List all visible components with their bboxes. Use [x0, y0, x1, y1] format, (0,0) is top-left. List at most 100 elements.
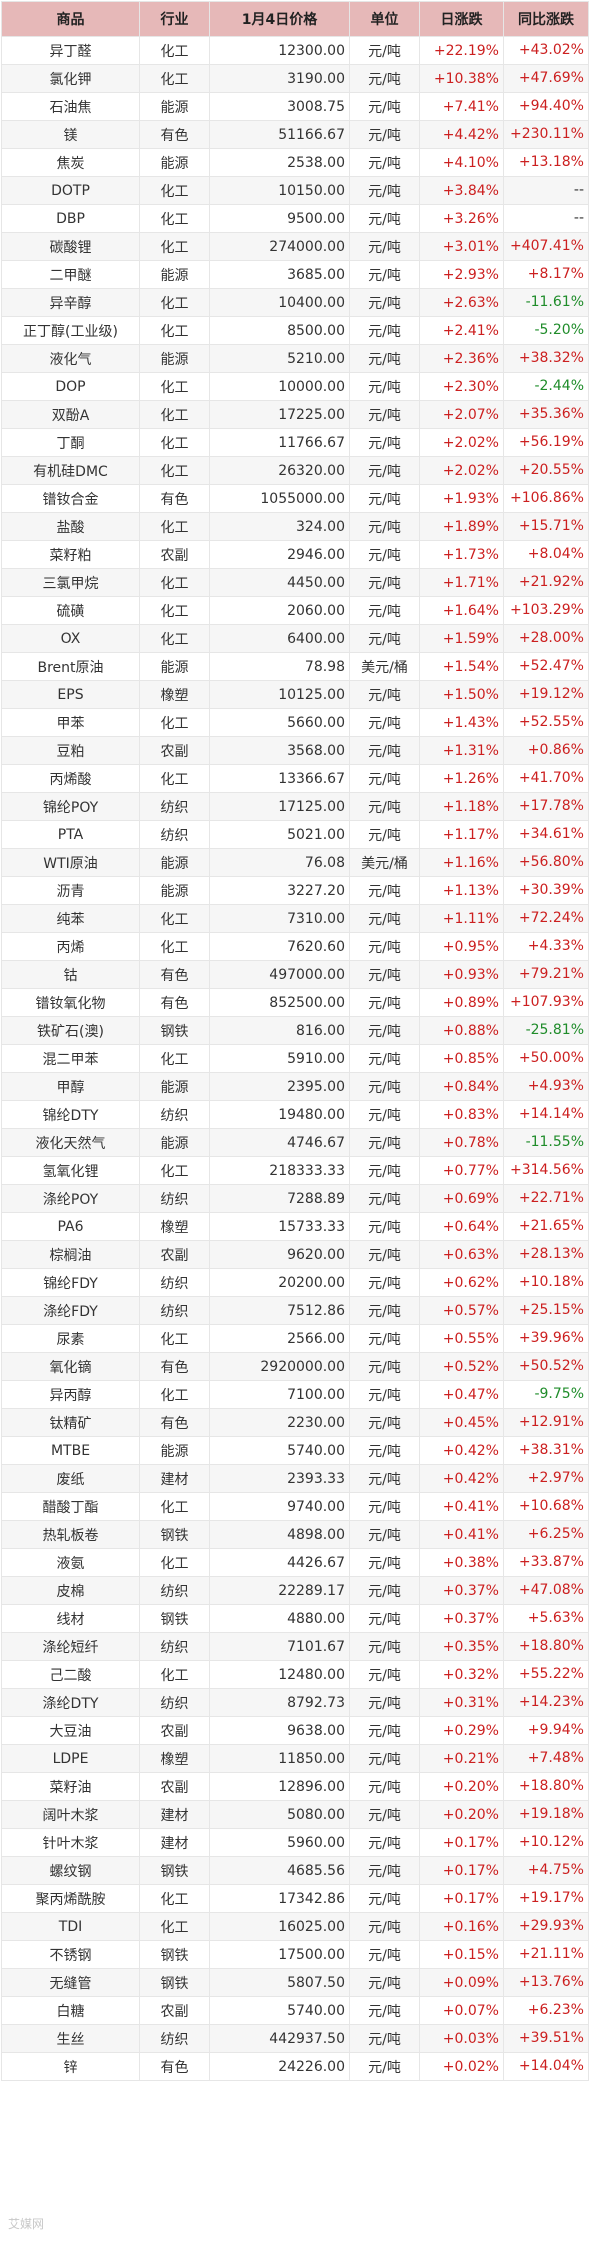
unit-cell: 元/吨 [349, 204, 420, 233]
header-industry: 行业 [139, 1, 210, 37]
industry-cell: 化工 [139, 1156, 210, 1185]
price-cell: 218333.33 [209, 1156, 350, 1185]
price-cell: 12480.00 [209, 1660, 350, 1689]
yoy-change-cell: +29.93% [503, 1912, 589, 1941]
table-row: 盐酸 化工 324.00 元/吨 +1.89% +15.71% [1, 512, 589, 541]
industry-cell: 化工 [139, 1884, 210, 1913]
yoy-change-cell: +39.96% [503, 1324, 589, 1353]
commodity-cell: 聚丙烯酰胺 [1, 1884, 140, 1913]
table-row: 锦纶POY 纺织 17125.00 元/吨 +1.18% +17.78% [1, 792, 589, 821]
unit-cell: 元/吨 [349, 260, 420, 289]
unit-cell: 元/吨 [349, 1604, 420, 1633]
industry-cell: 钢铁 [139, 1940, 210, 1969]
price-cell: 17342.86 [209, 1884, 350, 1913]
table-row: 锦纶FDY 纺织 20200.00 元/吨 +0.62% +10.18% [1, 1268, 589, 1297]
commodity-cell: 焦炭 [1, 148, 140, 177]
industry-cell: 能源 [139, 260, 210, 289]
yoy-change-cell: +0.86% [503, 736, 589, 765]
price-cell: 9638.00 [209, 1716, 350, 1745]
price-cell: 13366.67 [209, 764, 350, 793]
table-row: 异辛醇 化工 10400.00 元/吨 +2.63% -11.61% [1, 288, 589, 317]
yoy-change-cell: +4.75% [503, 1856, 589, 1885]
price-cell: 7620.60 [209, 932, 350, 961]
commodity-cell: 阔叶木浆 [1, 1800, 140, 1829]
daily-change-cell: +2.02% [419, 428, 504, 457]
table-row: 无缝管 钢铁 5807.50 元/吨 +0.09% +13.76% [1, 1968, 589, 1997]
unit-cell: 元/吨 [349, 1576, 420, 1605]
commodity-cell: 氯化钾 [1, 64, 140, 93]
unit-cell: 元/吨 [349, 1296, 420, 1325]
daily-change-cell: +3.26% [419, 204, 504, 233]
table-row: DBP 化工 9500.00 元/吨 +3.26% -- [1, 204, 589, 233]
price-cell: 7512.86 [209, 1296, 350, 1325]
daily-change-cell: +0.88% [419, 1016, 504, 1045]
industry-cell: 化工 [139, 428, 210, 457]
industry-cell: 有色 [139, 988, 210, 1017]
table-row: 碳酸锂 化工 274000.00 元/吨 +3.01% +407.41% [1, 232, 589, 261]
industry-cell: 纺织 [139, 2024, 210, 2053]
table-row: PTA 纺织 5021.00 元/吨 +1.17% +34.61% [1, 820, 589, 849]
commodity-cell: 不锈钢 [1, 1940, 140, 1969]
daily-change-cell: +0.55% [419, 1324, 504, 1353]
yoy-change-cell: +28.13% [503, 1240, 589, 1269]
commodity-cell: 锦纶FDY [1, 1268, 140, 1297]
price-cell: 10000.00 [209, 372, 350, 401]
unit-cell: 元/吨 [349, 1492, 420, 1521]
industry-cell: 化工 [139, 1380, 210, 1409]
unit-cell: 元/吨 [349, 1772, 420, 1801]
price-cell: 7288.89 [209, 1184, 350, 1213]
commodity-cell: 氢氧化锂 [1, 1156, 140, 1185]
commodity-cell: DOTP [1, 176, 140, 205]
commodity-cell: 液氨 [1, 1548, 140, 1577]
yoy-change-cell: +56.80% [503, 848, 589, 877]
table-row: 镁有色 51166.67 元/吨 +4.42% +230.11% [1, 120, 589, 149]
commodity-cell: 镨钕氧化物 [1, 988, 140, 1017]
yoy-change-cell: +407.41% [503, 232, 589, 261]
unit-cell: 元/吨 [349, 36, 420, 65]
yoy-change-cell: +103.29% [503, 596, 589, 625]
industry-cell: 能源 [139, 1128, 210, 1157]
table-row: 涤纶DTY 纺织 8792.73 元/吨 +0.31% +14.23% [1, 1688, 589, 1717]
table-row: 涤纶短纤 纺织 7101.67 元/吨 +0.35% +18.80% [1, 1632, 589, 1661]
unit-cell: 元/吨 [349, 680, 420, 709]
price-cell: 3568.00 [209, 736, 350, 765]
commodity-cell: 醋酸丁酯 [1, 1492, 140, 1521]
unit-cell: 元/吨 [349, 1716, 420, 1745]
unit-cell: 元/吨 [349, 428, 420, 457]
price-cell: 4746.67 [209, 1128, 350, 1157]
table-row: 液化天然气 能源 4746.67 元/吨 +0.78% -11.55% [1, 1128, 589, 1157]
yoy-change-cell: -2.44% [503, 372, 589, 401]
yoy-change-cell: +25.15% [503, 1296, 589, 1325]
daily-change-cell: +2.93% [419, 260, 504, 289]
price-cell: 7100.00 [209, 1380, 350, 1409]
table-row: 菜籽粕 农副 2946.00 元/吨 +1.73% +8.04% [1, 540, 589, 569]
daily-change-cell: +4.42% [419, 120, 504, 149]
daily-change-cell: +0.93% [419, 960, 504, 989]
daily-change-cell: +0.69% [419, 1184, 504, 1213]
price-cell: 11850.00 [209, 1744, 350, 1773]
industry-cell: 纺织 [139, 1268, 210, 1297]
price-cell: 5740.00 [209, 1996, 350, 2025]
table-row: 沥青 能源 3227.20 元/吨 +1.13% +30.39% [1, 876, 589, 905]
table-row: 焦炭 能源 2538.00 元/吨 +4.10% +13.18% [1, 148, 589, 177]
daily-change-cell: +1.64% [419, 596, 504, 625]
industry-cell: 化工 [139, 1660, 210, 1689]
yoy-change-cell: +7.48% [503, 1744, 589, 1773]
header-price: 1月4日价格 [209, 1, 350, 37]
table-row: 石油焦 能源 3008.75 元/吨 +7.41% +94.40% [1, 92, 589, 121]
unit-cell: 元/吨 [349, 1968, 420, 1997]
commodity-cell: DOP [1, 372, 140, 401]
daily-change-cell: +1.73% [419, 540, 504, 569]
table-row: 纯苯 化工 7310.00 元/吨 +1.11% +72.24% [1, 904, 589, 933]
table-row: 丙烯 化工 7620.60 元/吨 +0.95% +4.33% [1, 932, 589, 961]
industry-cell: 建材 [139, 1828, 210, 1857]
unit-cell: 元/吨 [349, 512, 420, 541]
table-row: 钴有色 497000.00 元/吨 +0.93% +79.21% [1, 960, 589, 989]
header-yoy-change: 同比涨跌 [503, 1, 589, 37]
industry-cell: 化工 [139, 316, 210, 345]
daily-change-cell: +0.47% [419, 1380, 504, 1409]
unit-cell: 元/吨 [349, 708, 420, 737]
price-cell: 3685.00 [209, 260, 350, 289]
table-row: 正丁醇(工业级) 化工 8500.00 元/吨 +2.41% -5.20% [1, 316, 589, 345]
yoy-change-cell: -11.61% [503, 288, 589, 317]
